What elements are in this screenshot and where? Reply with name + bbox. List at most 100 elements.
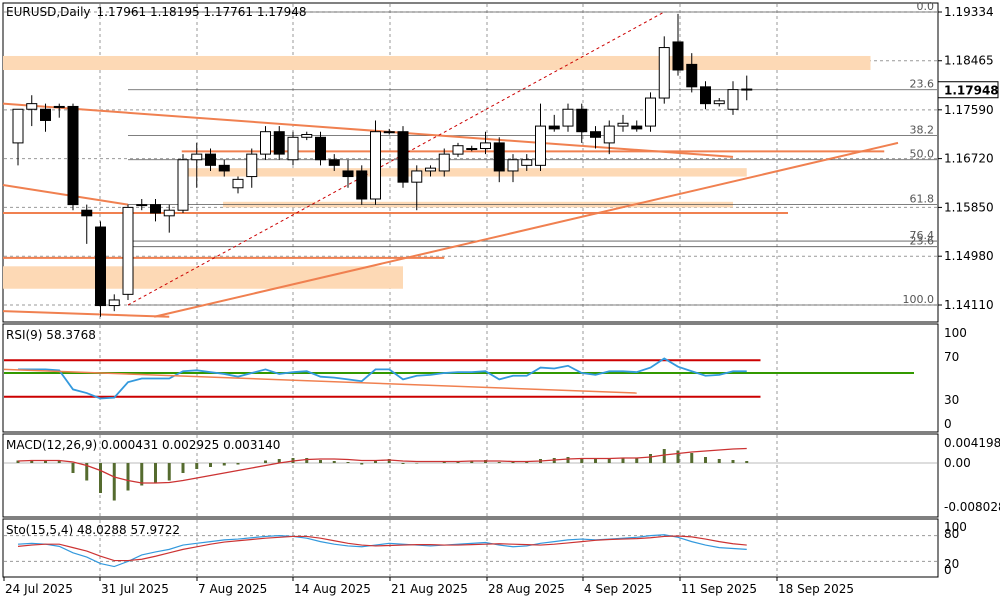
candle-body-16	[232, 178, 244, 189]
candle-body-44	[617, 122, 629, 127]
symbol-label: EURUSD,Daily 1.17961 1.18195 1.17761 1.17…	[6, 5, 306, 19]
macd-indicator	[4, 447, 937, 501]
candle-body-1	[26, 103, 38, 110]
stochastic-indicator	[4, 534, 937, 568]
price-tick-label-2: 1.17590	[944, 103, 994, 117]
candle-body-18	[260, 131, 271, 155]
candle-body-51	[713, 100, 725, 105]
date-label-0: 24 Jul 2025	[5, 582, 73, 596]
stoch-signal-line	[17, 535, 747, 562]
rsi-axis-label-0: 100	[944, 326, 967, 340]
candle-body-2	[40, 108, 51, 121]
candle-body-6	[95, 226, 106, 307]
candle-body-50	[700, 86, 711, 105]
stoch-axis-label-3: 0	[944, 563, 952, 577]
candle-body-0	[12, 108, 24, 144]
candle-body-49	[686, 63, 698, 88]
zone-1	[181, 168, 747, 177]
candle-body-30	[425, 167, 436, 172]
date-label-4: 21 Aug 2025	[391, 582, 468, 596]
fib-label-1: 23.6	[910, 78, 935, 91]
current-price-label: 1.17948	[944, 84, 999, 98]
rsi-title: RSI(9) 58.3768	[6, 328, 96, 342]
candle-body-28	[397, 131, 409, 183]
candle-body-20	[287, 136, 299, 161]
date-label-3: 14 Aug 2025	[294, 582, 371, 596]
trend-line-3	[154, 141, 899, 318]
candle-body-14	[205, 153, 216, 166]
candle-body-8	[122, 206, 134, 295]
date-label-6: 4 Sep 2025	[584, 582, 652, 596]
candle-body-29	[411, 170, 423, 183]
date-label-2: 7 Aug 2025	[198, 582, 267, 596]
price-tick-label-4: 1.15850	[944, 200, 994, 214]
candle-body-21	[301, 133, 313, 138]
rsi-axis-label-3: 0	[944, 417, 952, 431]
candle-body-19	[273, 131, 285, 155]
candle-body-52	[727, 89, 739, 110]
candle-body-47	[658, 47, 670, 99]
candle-body-7	[108, 299, 120, 307]
candle-body-15	[218, 164, 230, 172]
candle-body-42	[590, 131, 601, 138]
date-label-7: 11 Sep 2025	[681, 582, 757, 596]
candles	[12, 13, 753, 317]
candle-body-27	[383, 131, 395, 134]
date-label-1: 31 Jul 2025	[101, 582, 169, 596]
fib-label-6: 23.6	[910, 235, 935, 248]
fib-label-2: 38.2	[910, 124, 935, 137]
candle-body-48	[672, 41, 684, 71]
candle-body-35	[493, 142, 505, 172]
price-tick-label-3: 1.16720	[944, 152, 994, 166]
rsi-trend-line	[3, 368, 637, 394]
candle-body-33	[466, 148, 478, 151]
trend-line-2	[2, 310, 170, 318]
macd-title: MACD(12,26,9) 0.000431 0.002925 0.003140	[6, 438, 280, 452]
fib-label-4: 61.8	[910, 193, 935, 206]
candle-body-36	[507, 159, 519, 172]
candle-body-46	[645, 97, 656, 127]
candle-body-45	[631, 125, 643, 130]
fib-label-0: 0.0	[917, 0, 935, 13]
trend-line-0	[2, 102, 734, 158]
candle-body-24	[342, 170, 354, 178]
zone-0	[3, 55, 871, 70]
rsi-indicator	[3, 357, 914, 400]
price-tick-label-0: 1.19334	[944, 5, 994, 19]
candle-body-34	[480, 142, 491, 150]
rsi-line	[18, 357, 747, 400]
stoch-axis-label-1: 80	[944, 527, 959, 541]
stoch-panel[interactable]	[2, 518, 939, 578]
candle-body-5	[81, 209, 93, 217]
rsi-axis-label-1: 70	[944, 350, 959, 364]
candle-body-11	[163, 209, 175, 217]
zone-3	[3, 266, 403, 289]
price-tick-label-1: 1.18465	[944, 54, 994, 68]
date-label-5: 28 Aug 2025	[488, 582, 565, 596]
macd-axis-label-1: 0.00	[944, 456, 971, 470]
candle-body-43	[603, 125, 615, 144]
price-tick-label-6: 1.14110	[944, 298, 994, 312]
candle-body-25	[356, 170, 368, 200]
candle-body-40	[562, 108, 574, 127]
candle-body-23	[328, 159, 340, 166]
candle-body-26	[370, 131, 381, 200]
fib-label-5: 76.4	[910, 229, 935, 242]
stoch-axis-label-2: 20	[944, 557, 959, 571]
macd-panel[interactable]	[2, 433, 939, 518]
candle-body-13	[191, 153, 203, 161]
candle-body-39	[548, 125, 560, 130]
candle-body-12	[177, 159, 189, 211]
date-label-8: 18 Sep 2025	[778, 582, 854, 596]
candle-body-38	[535, 125, 546, 166]
macd-axis-label-2: -0.008028	[944, 500, 1000, 514]
candle-body-53	[741, 88, 753, 91]
candle-body-32	[452, 145, 464, 155]
axes: 1.19334 1.18465 1.17590 1.16720 1.15850 1.149…	[3, 5, 1000, 596]
fib-label-3: 50.0	[910, 148, 935, 161]
candle-body-10	[150, 204, 161, 214]
candle-body-9	[136, 204, 148, 207]
stoch-title: Sto(15,5,4) 48.0288 57.9722	[6, 523, 180, 537]
rsi-axis-label-2: 30	[944, 393, 959, 407]
